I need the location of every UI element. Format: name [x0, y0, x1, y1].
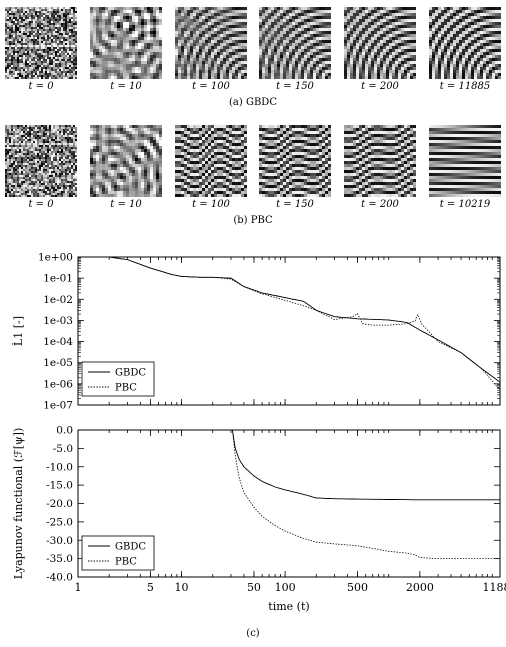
bottom-series-pbc	[232, 429, 500, 559]
snapshot-gbdc-t10	[90, 7, 162, 79]
bottom-ytick-label: -10.0	[46, 461, 73, 473]
label-gbdc-t10: t = 10	[110, 81, 142, 92]
bottom-legend-label: GBDC	[115, 542, 146, 553]
bottom-ytick-label: -5.0	[53, 443, 73, 455]
bottom-ytick-label: -40.0	[46, 572, 73, 584]
bottom-xtick-label: 1	[75, 581, 82, 594]
top-ytick-label: 1e-07	[43, 400, 73, 412]
label-pbc-t150: t = 150	[276, 199, 314, 210]
top-ytick-label: 1e-06	[43, 378, 73, 390]
snapshot-gbdc-t150	[259, 7, 331, 79]
bottom-xtick-label: 11885	[483, 581, 506, 594]
bottom-xtick-label: 10	[175, 581, 189, 594]
snapshot-gbdc-t100	[175, 7, 247, 79]
snapshot-pbc-t150	[259, 125, 331, 197]
top-ytick-label: 1e-04	[43, 336, 73, 348]
caption-b: (b) PBC	[233, 215, 273, 226]
bottom-xtick-label: 2000	[406, 581, 434, 594]
snapshot-gbdc-t200	[344, 7, 416, 79]
top-ytick-label: 1e-01	[43, 273, 73, 285]
label-gbdc-t0: t = 0	[28, 81, 54, 92]
bottom-ylabel: Lyapunov functional (ℱ[ψ])	[12, 428, 25, 580]
bottom-xlabel: time (t)	[268, 600, 309, 613]
bottom-series-gbdc	[231, 429, 500, 501]
bottom-ytick-label: 0.0	[56, 425, 73, 437]
snapshot-pbc-t100	[175, 125, 247, 197]
top-ytick-label: 1e-03	[43, 315, 73, 327]
label-pbc-t200: t = 200	[361, 199, 399, 210]
label-gbdc-tfinal: t = 11885	[439, 81, 491, 92]
top-ytick-label: 1e+00	[38, 252, 73, 264]
label-pbc-tfinal: t = 10219	[439, 199, 491, 210]
bottom-xtick-label: 5	[147, 581, 154, 594]
snapshot-pbc-t200	[344, 125, 416, 197]
label-pbc-t100: t = 100	[192, 199, 230, 210]
top-legend: GBDC PBC	[81, 361, 155, 397]
snapshot-pbc-t0	[5, 125, 77, 197]
label-pbc-t0: t = 0	[28, 199, 54, 210]
top-legend-label: PBC	[115, 383, 137, 394]
row-gbdc: t = 0 t = 10 t = 100 t = 150 t = 200 t =…	[0, 0, 506, 100]
top-ytick-label: 1e-02	[43, 294, 73, 306]
label-gbdc-t100: t = 100	[192, 81, 230, 92]
snapshot-pbc-tfinal	[429, 125, 501, 197]
label-gbdc-t200: t = 200	[361, 81, 399, 92]
bottom-xtick-label: 50	[247, 581, 261, 594]
snapshot-pbc-t10	[90, 125, 162, 197]
bottom-ytick-label: -20.0	[46, 498, 73, 510]
top-series-pbc	[109, 256, 501, 391]
top-series-gbdc	[109, 256, 501, 383]
bottom-ytick-label: -25.0	[46, 516, 73, 528]
bottom-ytick-label: -35.0	[46, 553, 73, 565]
row-pbc: t = 0 t = 10 t = 100 t = 150 t = 200 t =…	[0, 118, 506, 218]
bottom-legend-label: PBC	[115, 557, 137, 568]
caption-a: (a) GBDC	[229, 97, 277, 108]
bottom-ytick-label: -30.0	[46, 535, 73, 547]
bottom-xtick-label: 100	[275, 581, 296, 594]
label-pbc-t10: t = 10	[110, 199, 142, 210]
snapshot-gbdc-tfinal	[429, 7, 501, 79]
label-gbdc-t150: t = 150	[276, 81, 314, 92]
top-legend-label: GBDC	[115, 368, 146, 379]
top-ylabel: L̇1 [-]	[12, 316, 25, 346]
bottom-xtick-label: 500	[347, 581, 368, 594]
caption-c: (c)	[246, 628, 260, 639]
charts: 1e-07 1e-06 1e-05 1e-04 1e-03 1e-02 1e-01 1e+00…	[12, 252, 506, 614]
chart-top-frame	[77, 256, 501, 406]
snapshot-gbdc-t0	[5, 7, 77, 79]
top-ytick-label: 1e-05	[43, 357, 73, 369]
bottom-ytick-label: -15.0	[46, 480, 73, 492]
bottom-legend: GBDC PBC	[81, 535, 155, 571]
